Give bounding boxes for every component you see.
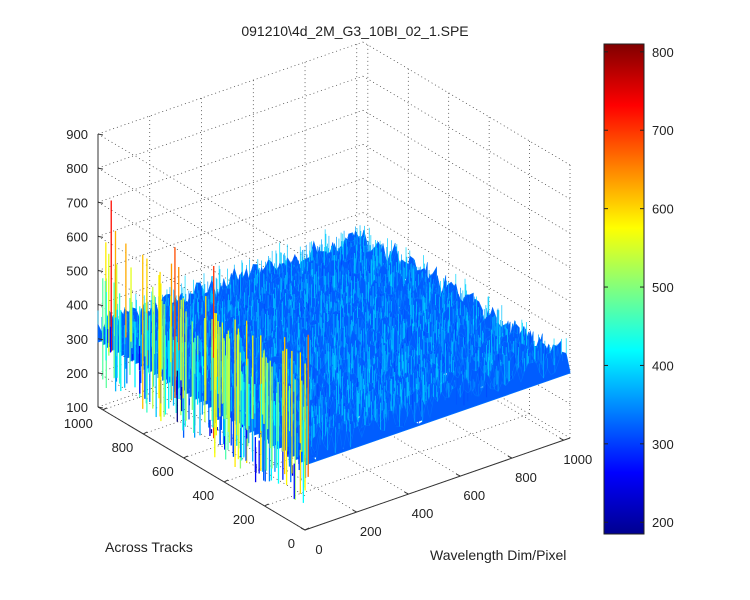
z-tick-label: 100 <box>66 400 88 415</box>
x-tick-label: 1000 <box>563 452 592 467</box>
z-axis-ticks: 100 200 300 400 500 600 700 800 900 <box>66 127 104 415</box>
grid-line <box>97 144 364 237</box>
x-tick-label: 800 <box>515 470 537 485</box>
z-tick-mark <box>97 406 104 409</box>
x-axis-label: Wavelength Dim/Pixel <box>430 547 566 563</box>
z-tick-label: 800 <box>66 161 88 176</box>
x-axis-ticks: 0 200 400 600 800 1000 <box>300 437 592 557</box>
colorbar-tick-label: 400 <box>652 358 674 373</box>
y-tick-mark <box>304 527 310 531</box>
colorbar-tick-label: 200 <box>652 515 674 530</box>
surface-row <box>304 351 571 466</box>
x-tick-mark <box>507 455 513 459</box>
z-tick-label: 500 <box>66 264 88 279</box>
grid-line <box>97 75 364 169</box>
x-tick-mark <box>300 527 306 531</box>
grid-line <box>97 372 306 497</box>
z-tick-mark <box>97 372 104 375</box>
x-tick-label: 400 <box>412 506 434 521</box>
z-tick-label: 600 <box>66 229 88 244</box>
y-axis-ticks: 0 200 400 600 800 1000 <box>64 407 310 551</box>
y-axis-line <box>97 406 306 531</box>
z-tick-label: 400 <box>66 298 88 313</box>
surface-plot <box>97 200 571 503</box>
x-axis-line <box>304 437 571 531</box>
colorbar-tick-label: 300 <box>652 437 674 452</box>
y-axis-label: Across Tracks <box>105 539 193 555</box>
y-tick-label: 400 <box>192 488 214 503</box>
x-tick-mark <box>456 473 461 477</box>
z-tick-label: 900 <box>66 127 88 142</box>
z-tick-mark <box>97 201 104 204</box>
z-tick-label: 300 <box>66 332 88 347</box>
y-tick-mark <box>183 455 188 459</box>
colorbar-tick-label: 800 <box>652 45 674 60</box>
y-tick-mark <box>264 503 269 507</box>
z-tick-label: 200 <box>66 366 88 381</box>
y-tick-label: 0 <box>288 536 295 551</box>
axes-3d: 100 200 300 400 500 600 700 800 900 0 200 400 600 80… <box>64 41 592 563</box>
grid-line <box>362 144 571 268</box>
x-tick-mark <box>559 437 565 441</box>
grid-line <box>362 212 571 336</box>
x-tick-mark <box>404 491 409 495</box>
grid-line <box>97 212 364 305</box>
x-tick-mark <box>352 509 357 513</box>
z-tick-mark <box>97 270 104 272</box>
y-tick-mark <box>143 431 148 435</box>
z-tick-mark <box>97 338 104 341</box>
chart-title: 091210\4d_2M_G3_10BI_02_1.SPE <box>241 23 468 39</box>
y-tick-label: 800 <box>112 440 134 455</box>
colorbar: 200 300 400 500 600 700 800 <box>603 43 674 535</box>
y-tick-label: 200 <box>233 512 255 527</box>
z-tick-mark <box>97 235 104 238</box>
grid-line <box>97 109 364 203</box>
colorbar-tick-label: 500 <box>652 280 674 295</box>
grid-line <box>264 413 530 507</box>
z-tick-mark <box>97 133 104 136</box>
y-tick-label: 1000 <box>64 416 93 431</box>
x-tick-label: 0 <box>315 542 322 557</box>
z-tick-label: 700 <box>66 195 88 210</box>
grid-line <box>362 109 571 234</box>
colorbar-tick-label: 600 <box>652 202 674 217</box>
y-tick-mark <box>102 407 108 411</box>
grid-line <box>97 178 364 271</box>
y-tick-mark <box>223 479 229 483</box>
grid-line <box>97 133 306 258</box>
colorbar-ticks: 200 300 400 500 600 700 800 <box>604 45 674 530</box>
grid-line <box>362 178 571 302</box>
grid-line <box>97 41 364 135</box>
x-tick-label: 600 <box>463 488 485 503</box>
y-tick-label: 600 <box>152 464 174 479</box>
grid-line <box>362 41 571 166</box>
colorbar-gradient <box>603 43 645 535</box>
grid-line <box>362 75 571 200</box>
z-tick-mark <box>97 167 104 170</box>
z-tick-mark <box>97 304 104 307</box>
colorbar-tick-label: 700 <box>652 123 674 138</box>
x-tick-label: 200 <box>360 524 382 539</box>
